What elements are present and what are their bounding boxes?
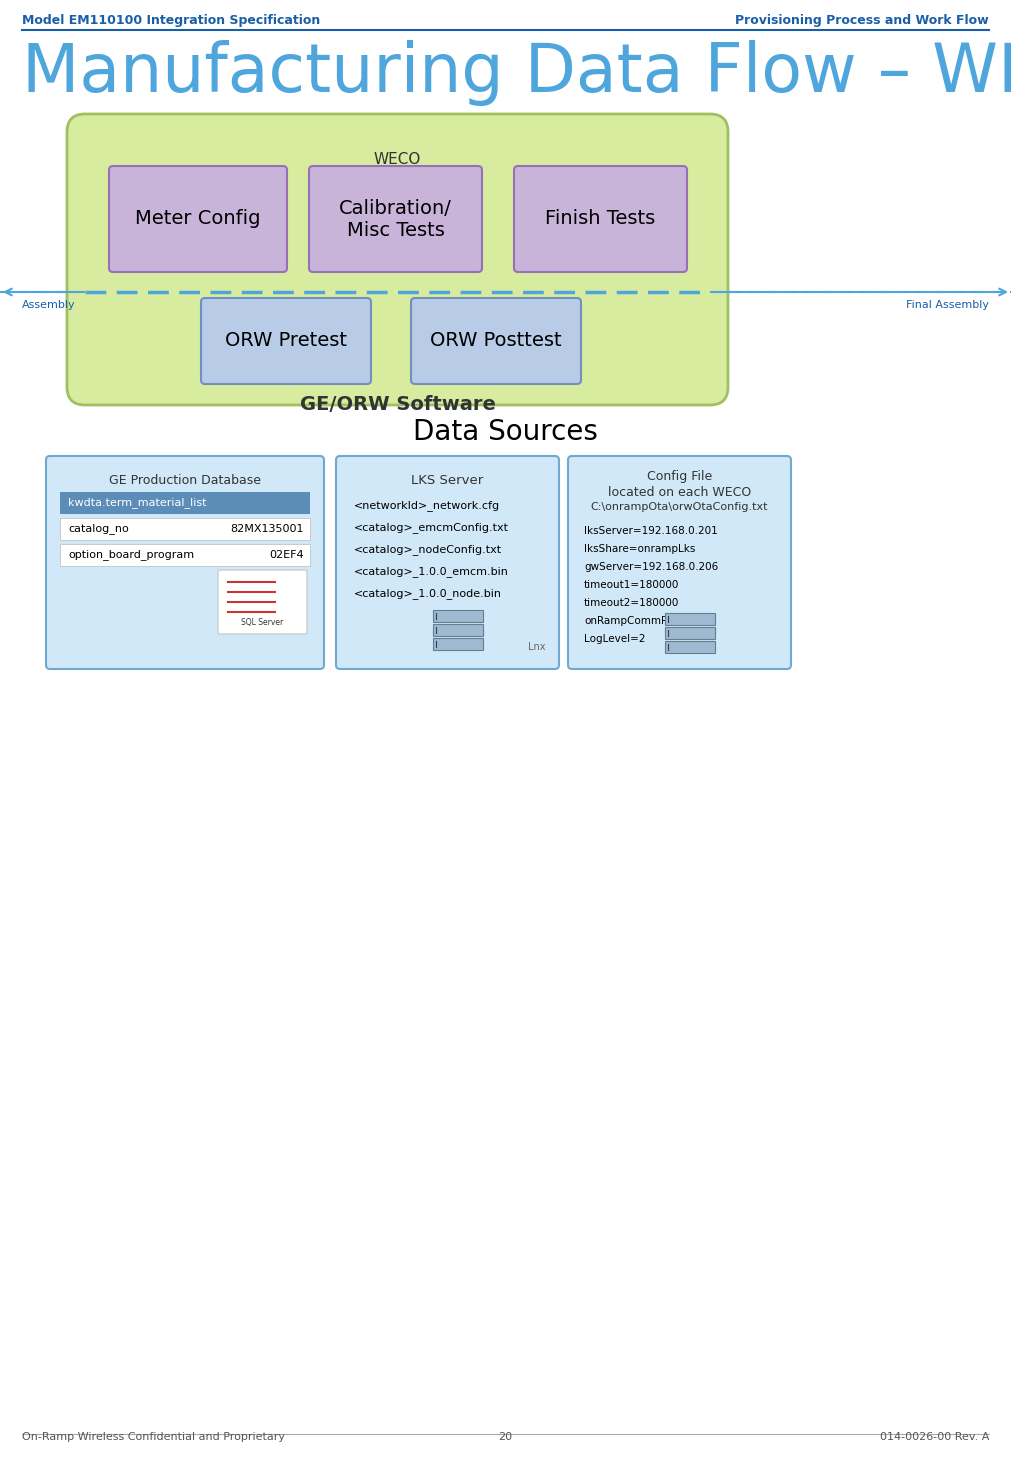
FancyBboxPatch shape: [201, 298, 371, 385]
FancyBboxPatch shape: [568, 456, 791, 670]
FancyBboxPatch shape: [218, 570, 307, 635]
Bar: [60, 493, 310, 515]
Text: SQL Server: SQL Server: [241, 617, 283, 627]
Text: Data Sources: Data Sources: [413, 418, 598, 446]
Text: Assembly: Assembly: [22, 300, 76, 310]
FancyBboxPatch shape: [67, 114, 728, 405]
Text: Manufacturing Data Flow – WECO: Manufacturing Data Flow – WECO: [22, 39, 1011, 107]
Text: timeout2=180000: timeout2=180000: [584, 598, 679, 608]
Text: <catalog>_emcmConfig.txt: <catalog>_emcmConfig.txt: [354, 522, 509, 534]
Text: Meter Config: Meter Config: [135, 209, 261, 228]
Text: Provisioning Process and Work Flow: Provisioning Process and Work Flow: [735, 15, 989, 26]
Text: kwdta.term_material_list: kwdta.term_material_list: [68, 497, 206, 509]
Text: 20: 20: [498, 1431, 513, 1442]
Text: located on each WECO: located on each WECO: [608, 485, 751, 499]
Text: <catalog>_1.0.0_node.bin: <catalog>_1.0.0_node.bin: [354, 588, 502, 599]
Text: 02EF4: 02EF4: [269, 550, 304, 560]
Text: LogLevel=2: LogLevel=2: [584, 635, 645, 643]
FancyBboxPatch shape: [109, 167, 287, 272]
Text: Final Assembly: Final Assembly: [906, 300, 989, 310]
Text: ORW Pretest: ORW Pretest: [225, 332, 347, 351]
Text: catalog_no: catalog_no: [68, 523, 128, 535]
Text: Calibration/
Misc Tests: Calibration/ Misc Tests: [339, 199, 452, 240]
Text: GE Production Database: GE Production Database: [109, 474, 261, 487]
Text: WECO: WECO: [374, 152, 422, 167]
FancyBboxPatch shape: [309, 167, 482, 272]
Text: LKS Server: LKS Server: [411, 474, 483, 487]
FancyBboxPatch shape: [411, 298, 581, 385]
FancyBboxPatch shape: [336, 456, 559, 670]
Text: <catalog>_nodeConfig.txt: <catalog>_nodeConfig.txt: [354, 544, 502, 556]
Text: Lnx: Lnx: [529, 642, 546, 652]
Text: Model EM110100 Integration Specification: Model EM110100 Integration Specification: [22, 15, 320, 26]
Bar: [433, 624, 482, 636]
Text: gwServer=192.168.0.206: gwServer=192.168.0.206: [584, 561, 718, 572]
Text: On-Ramp Wireless Confidential and Proprietary: On-Ramp Wireless Confidential and Propri…: [22, 1431, 285, 1442]
Text: onRampCommPort=1: onRampCommPort=1: [584, 616, 698, 626]
Bar: [60, 544, 310, 566]
Bar: [664, 627, 715, 639]
Text: lksServer=192.168.0.201: lksServer=192.168.0.201: [584, 526, 718, 537]
FancyBboxPatch shape: [45, 456, 324, 670]
Text: lksShare=onrampLks: lksShare=onrampLks: [584, 544, 696, 554]
Text: C:\onrampOta\orwOtaConfig.txt: C:\onrampOta\orwOtaConfig.txt: [590, 501, 768, 512]
Text: Finish Tests: Finish Tests: [545, 209, 655, 228]
Text: <catalog>_1.0.0_emcm.bin: <catalog>_1.0.0_emcm.bin: [354, 566, 509, 577]
Bar: [664, 640, 715, 654]
Text: 82MX135001: 82MX135001: [231, 523, 304, 534]
Bar: [60, 518, 310, 539]
Text: <networkId>_network.cfg: <networkId>_network.cfg: [354, 500, 500, 510]
FancyBboxPatch shape: [514, 167, 687, 272]
Text: 014-0026-00 Rev. A: 014-0026-00 Rev. A: [880, 1431, 989, 1442]
Text: Config File: Config File: [647, 469, 712, 482]
Bar: [433, 610, 482, 621]
Text: option_board_program: option_board_program: [68, 550, 194, 560]
Bar: [433, 637, 482, 651]
Text: GE/ORW Software: GE/ORW Software: [299, 395, 495, 414]
Text: timeout1=180000: timeout1=180000: [584, 580, 679, 591]
Text: ORW Posttest: ORW Posttest: [431, 332, 562, 351]
Bar: [664, 613, 715, 624]
